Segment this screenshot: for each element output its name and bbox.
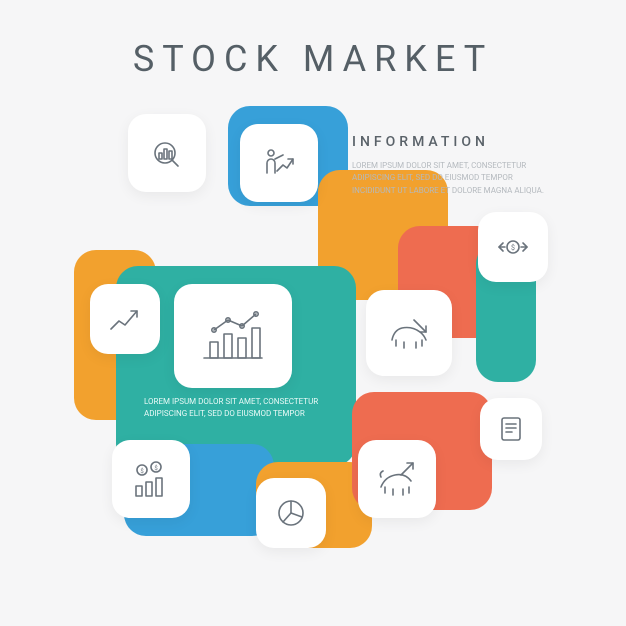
bars-dollar-icon: $ $ [128, 456, 174, 502]
line-up-icon [105, 299, 145, 339]
card-pie [256, 478, 326, 548]
card-analysis [128, 114, 206, 192]
card-revenue: $ $ [112, 440, 190, 518]
book-icon [494, 412, 528, 446]
card-broker [240, 124, 318, 202]
presenter-icon [257, 141, 301, 185]
arrows-dollar-icon: $ [493, 227, 533, 267]
info-block-main: LOREM IPSUM DOLOR SIT AMET, CONSECTETUR … [144, 396, 334, 421]
pie-chart-icon [271, 493, 311, 533]
card-trend-up [90, 284, 160, 354]
info-body-main: LOREM IPSUM DOLOR SIT AMET, CONSECTETUR … [144, 396, 334, 421]
page-title: STOCK MARKET [0, 38, 626, 80]
card-bull [358, 440, 436, 518]
card-exchange: $ [478, 212, 548, 282]
bar-dots-chart-icon [198, 306, 268, 366]
bull-up-icon [373, 455, 421, 503]
card-main-chart [174, 284, 292, 388]
magnifier-chart-icon [145, 131, 189, 175]
card-bear [366, 290, 452, 376]
info-body: LOREM IPSUM DOLOR SIT AMET, CONSECTETUR … [352, 160, 552, 197]
bear-down-icon [382, 306, 436, 360]
card-book [480, 398, 542, 460]
svg-text:$: $ [511, 244, 515, 252]
info-block-top: INFORMATION LOREM IPSUM DOLOR SIT AMET, … [352, 134, 552, 197]
info-title: INFORMATION [352, 134, 552, 150]
